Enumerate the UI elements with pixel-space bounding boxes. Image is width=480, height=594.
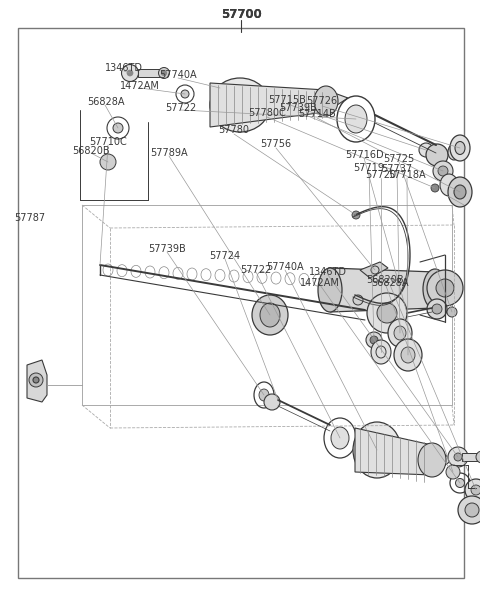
Text: 57787: 57787 — [14, 213, 46, 223]
Text: 57740A: 57740A — [266, 262, 304, 272]
Text: 57739B: 57739B — [279, 103, 317, 113]
Text: 57719: 57719 — [353, 163, 384, 173]
Ellipse shape — [394, 339, 422, 371]
Circle shape — [419, 143, 433, 157]
Circle shape — [366, 332, 382, 348]
Ellipse shape — [401, 347, 415, 363]
Circle shape — [127, 70, 133, 76]
Text: 57726: 57726 — [306, 96, 337, 106]
Circle shape — [121, 65, 139, 81]
Polygon shape — [360, 262, 388, 278]
Text: 1472AM: 1472AM — [120, 81, 160, 91]
Text: 57739B: 57739B — [148, 244, 186, 254]
Circle shape — [351, 291, 359, 299]
Circle shape — [353, 295, 363, 305]
Text: 57780C: 57780C — [248, 108, 286, 118]
Ellipse shape — [451, 148, 457, 156]
Circle shape — [158, 68, 169, 78]
Circle shape — [471, 485, 480, 495]
Text: 57724: 57724 — [209, 251, 240, 261]
Circle shape — [29, 373, 43, 387]
Circle shape — [181, 90, 189, 98]
Ellipse shape — [331, 427, 349, 449]
Circle shape — [448, 447, 468, 467]
Text: 1472AM: 1472AM — [300, 278, 340, 288]
Text: 56828A: 56828A — [371, 278, 409, 288]
Ellipse shape — [260, 303, 280, 327]
Ellipse shape — [318, 268, 342, 312]
Ellipse shape — [353, 422, 401, 478]
Text: 57722: 57722 — [166, 103, 197, 113]
Text: 57700: 57700 — [221, 8, 262, 21]
Text: 57756: 57756 — [261, 139, 291, 149]
Circle shape — [465, 503, 479, 517]
Circle shape — [446, 465, 460, 479]
Ellipse shape — [371, 340, 391, 364]
Text: 1346TD: 1346TD — [309, 267, 347, 277]
Circle shape — [264, 394, 280, 410]
Bar — [82, 205, 452, 405]
Ellipse shape — [418, 443, 446, 477]
Text: 57780: 57780 — [218, 125, 250, 135]
Ellipse shape — [450, 135, 470, 161]
Ellipse shape — [345, 105, 367, 133]
Text: 56820B: 56820B — [366, 275, 404, 285]
Text: 57710C: 57710C — [89, 137, 127, 147]
Text: 1346TD: 1346TD — [105, 63, 143, 73]
Circle shape — [447, 307, 457, 317]
Circle shape — [436, 279, 454, 297]
Text: 57714B: 57714B — [298, 109, 336, 119]
Circle shape — [458, 496, 480, 524]
Circle shape — [431, 184, 439, 192]
Polygon shape — [330, 268, 435, 312]
Text: 57740A: 57740A — [159, 70, 197, 80]
Polygon shape — [210, 83, 348, 127]
Text: 57725: 57725 — [384, 154, 415, 164]
Circle shape — [33, 377, 39, 383]
Circle shape — [352, 211, 360, 219]
Circle shape — [426, 144, 448, 166]
Circle shape — [100, 154, 116, 170]
Circle shape — [427, 299, 447, 319]
Ellipse shape — [448, 177, 472, 207]
Text: 57737: 57737 — [382, 164, 413, 174]
Circle shape — [465, 479, 480, 501]
Ellipse shape — [210, 78, 270, 132]
Circle shape — [438, 166, 448, 176]
Text: 57722: 57722 — [240, 265, 272, 275]
Circle shape — [370, 336, 378, 344]
Bar — [462, 453, 480, 461]
Text: 57700: 57700 — [221, 8, 262, 21]
Circle shape — [161, 71, 167, 75]
Circle shape — [454, 453, 462, 461]
Ellipse shape — [440, 174, 458, 196]
Text: 57718A: 57718A — [388, 170, 426, 180]
Ellipse shape — [455, 141, 465, 154]
Text: 57716D: 57716D — [345, 150, 384, 160]
Text: 56828A: 56828A — [87, 97, 125, 107]
Ellipse shape — [259, 389, 269, 401]
Polygon shape — [355, 428, 452, 475]
Text: 57720: 57720 — [365, 170, 396, 180]
Circle shape — [113, 123, 123, 133]
Ellipse shape — [314, 86, 338, 116]
Ellipse shape — [448, 144, 460, 160]
Circle shape — [433, 161, 453, 181]
Bar — [138, 69, 160, 77]
Circle shape — [377, 303, 397, 323]
Circle shape — [476, 451, 480, 463]
Circle shape — [367, 293, 407, 333]
Ellipse shape — [454, 185, 466, 199]
Circle shape — [456, 479, 465, 488]
Text: 56820B: 56820B — [72, 146, 110, 156]
Ellipse shape — [423, 269, 447, 309]
Ellipse shape — [394, 326, 406, 340]
Ellipse shape — [388, 319, 412, 347]
Text: 57715B: 57715B — [268, 95, 306, 105]
Polygon shape — [27, 360, 47, 402]
Circle shape — [432, 304, 442, 314]
Circle shape — [427, 270, 463, 306]
Text: 57789A: 57789A — [150, 148, 188, 158]
Ellipse shape — [252, 295, 288, 335]
